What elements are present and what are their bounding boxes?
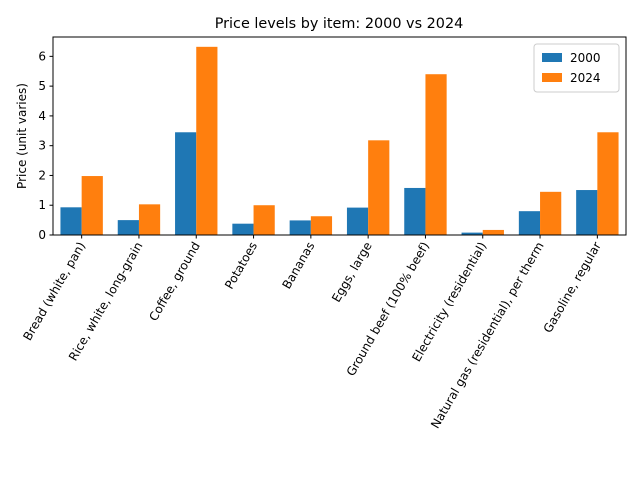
bar-2024-1	[81, 176, 103, 235]
bar-2000-10	[576, 190, 598, 235]
bar-2000-9	[518, 211, 541, 235]
bar-2000-5	[289, 220, 311, 235]
bar-2000-7	[404, 187, 426, 235]
bar-2000-2	[117, 220, 139, 235]
y-tick-label: 0	[38, 228, 46, 242]
bars-layer	[60, 46, 619, 236]
y-tick-label: 3	[38, 139, 46, 153]
bar-2024-8	[482, 229, 504, 235]
bar-2000-3	[175, 132, 197, 235]
chart-title: Price levels by item: 2000 vs 2024	[215, 16, 464, 32]
bar-2000-6	[346, 207, 369, 235]
bar-2000-8	[461, 232, 483, 235]
bar-2024-2	[138, 204, 161, 235]
y-tick-label: 1	[38, 198, 46, 212]
bar-2024-4	[253, 205, 275, 235]
legend-swatch-2000	[542, 53, 562, 62]
legend: 2000 2024	[533, 43, 620, 93]
y-tick-label: 6	[38, 49, 46, 63]
y-tick-label: 5	[38, 79, 46, 93]
bar-2000-4	[232, 223, 254, 235]
y-axis-title: Price (unit varies)	[15, 83, 29, 189]
plot-frame	[52, 36, 627, 236]
bar-2024-10	[597, 132, 619, 235]
bar-2024-7	[425, 74, 447, 235]
y-tick-label: 4	[38, 109, 46, 123]
y-tick-label: 2	[38, 168, 46, 182]
bar-2024-9	[540, 191, 562, 235]
bar-2024-6	[368, 140, 390, 235]
legend-label-2024: 2024	[570, 71, 601, 85]
legend-swatch-2024	[542, 73, 562, 82]
bar-2024-5	[310, 216, 333, 235]
bar-2000-1	[60, 207, 82, 235]
legend-label-2000: 2000	[570, 51, 601, 65]
bar-2024-3	[196, 46, 218, 236]
